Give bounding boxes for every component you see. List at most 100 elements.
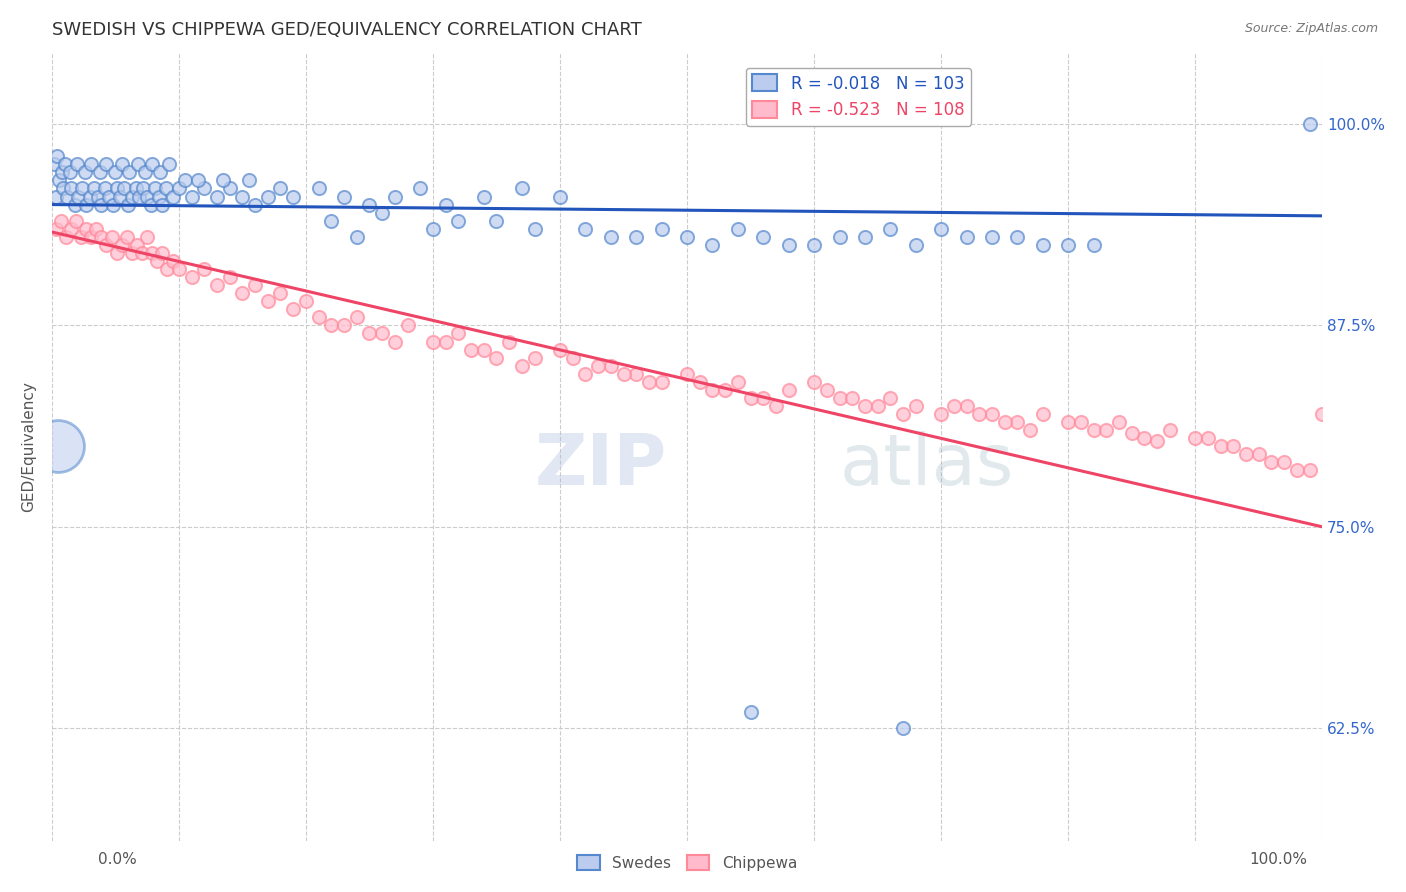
Point — [574, 367, 596, 381]
Point — [101, 197, 124, 211]
Point — [904, 399, 927, 413]
Point — [1260, 455, 1282, 469]
Point — [98, 189, 121, 203]
Point — [510, 359, 533, 373]
Point — [472, 343, 495, 357]
Point — [56, 189, 79, 203]
Point — [689, 375, 711, 389]
Point — [651, 375, 673, 389]
Point — [853, 399, 876, 413]
Point — [84, 221, 107, 235]
Point — [67, 189, 90, 203]
Point — [162, 189, 184, 203]
Point — [125, 238, 148, 252]
Point — [333, 189, 356, 203]
Point — [231, 286, 253, 301]
Point — [981, 407, 1004, 421]
Point — [193, 181, 215, 195]
Point — [136, 189, 159, 203]
Point — [75, 221, 97, 235]
Point — [586, 359, 609, 373]
Point — [111, 238, 134, 252]
Point — [45, 221, 67, 235]
Point — [1222, 439, 1244, 453]
Point — [1247, 447, 1270, 461]
Point — [308, 181, 330, 195]
Point — [155, 181, 177, 195]
Point — [422, 221, 444, 235]
Point — [1019, 423, 1042, 437]
Point — [879, 221, 901, 235]
Point — [904, 238, 927, 252]
Point — [523, 221, 546, 235]
Point — [1298, 117, 1320, 131]
Text: ZIP: ZIP — [534, 431, 666, 500]
Point — [58, 165, 80, 179]
Point — [548, 343, 571, 357]
Point — [100, 229, 122, 244]
Point — [46, 439, 69, 453]
Point — [148, 189, 170, 203]
Point — [139, 197, 162, 211]
Point — [460, 343, 482, 357]
Point — [891, 407, 914, 421]
Point — [53, 157, 76, 171]
Point — [955, 399, 977, 413]
Text: 0.0%: 0.0% — [98, 852, 138, 867]
Point — [359, 326, 381, 341]
Point — [193, 262, 215, 277]
Point — [434, 334, 457, 349]
Point — [727, 221, 749, 235]
Point — [66, 157, 89, 171]
Point — [994, 415, 1017, 429]
Point — [238, 173, 260, 187]
Point — [231, 189, 253, 203]
Point — [384, 334, 406, 349]
Point — [63, 197, 86, 211]
Point — [942, 399, 965, 413]
Point — [143, 181, 166, 195]
Point — [879, 391, 901, 405]
Point — [1057, 238, 1080, 252]
Point — [841, 391, 863, 405]
Point — [1159, 423, 1181, 437]
Point — [561, 351, 583, 365]
Point — [714, 383, 737, 397]
Point — [409, 181, 432, 195]
Point — [105, 246, 128, 260]
Point — [1310, 407, 1333, 421]
Point — [1272, 455, 1295, 469]
Point — [1298, 463, 1320, 477]
Point — [321, 213, 343, 227]
Point — [205, 278, 228, 293]
Point — [1184, 431, 1206, 445]
Point — [346, 310, 368, 325]
Point — [128, 189, 150, 203]
Point — [333, 318, 356, 333]
Point — [121, 246, 143, 260]
Point — [702, 238, 724, 252]
Point — [96, 157, 118, 171]
Point — [1007, 415, 1029, 429]
Point — [967, 407, 990, 421]
Point — [150, 197, 173, 211]
Point — [167, 262, 190, 277]
Text: Source: ZipAtlas.com: Source: ZipAtlas.com — [1244, 22, 1378, 36]
Point — [115, 229, 138, 244]
Point — [815, 383, 838, 397]
Point — [1285, 463, 1308, 477]
Point — [1007, 229, 1029, 244]
Point — [396, 318, 419, 333]
Point — [1057, 415, 1080, 429]
Point — [283, 302, 305, 317]
Point — [828, 391, 851, 405]
Point — [49, 213, 72, 227]
Point — [118, 165, 141, 179]
Point — [127, 157, 149, 171]
Point — [243, 197, 266, 211]
Point — [243, 278, 266, 293]
Point — [141, 157, 163, 171]
Point — [1032, 238, 1054, 252]
Point — [321, 318, 343, 333]
Point — [422, 334, 444, 349]
